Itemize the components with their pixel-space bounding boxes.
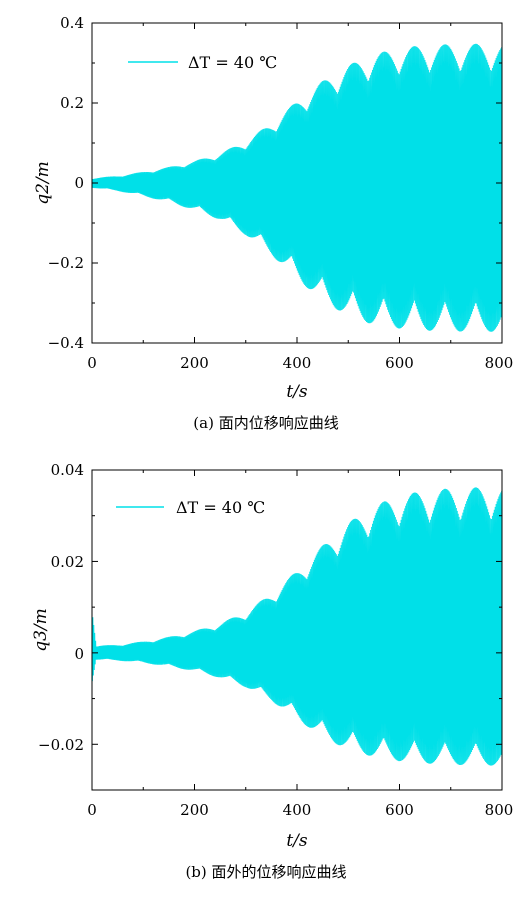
x-axis-label-b: t/s [286,831,308,851]
legend-label-a: ΔT = 40 ℃ [188,53,277,72]
signal-series-b [91,487,503,766]
x-tick-label: 400 [283,354,312,372]
x-tick-labels-b: 0 200 400 600 800 [87,801,513,819]
y-tick-label: −0.02 [38,736,84,754]
x-tick-label: 600 [385,801,414,819]
x-tick-label: 0 [87,801,97,819]
series-line [91,43,503,332]
y-tick-label: −0.4 [48,334,84,352]
y-tick-label: 0.02 [51,553,84,571]
x-tick-labels-a: 0 200 400 600 800 [87,354,513,372]
chart-panel-b: 0.04 0.02 0 −0.02 0 200 400 600 800 t/s … [31,461,513,881]
series-line [91,487,503,766]
x-tick-label: 200 [180,354,209,372]
y-tick-label: 0 [74,174,84,192]
y-tick-label: 0.2 [60,94,84,112]
legend-a: ΔT = 40 ℃ [128,53,277,72]
x-tick-label: 800 [485,801,514,819]
chart-panel-a: 0.4 0.2 0 −0.2 −0.4 0 200 400 600 800 t/… [33,14,513,432]
y-tick-label: 0 [74,645,84,663]
x-tick-label: 200 [180,801,209,819]
x-tick-label: 800 [485,354,514,372]
y-axis-label-b: q3/m [31,608,51,652]
y-tick-label: −0.2 [48,254,84,272]
y-tick-label: 0.4 [60,14,84,32]
x-axis-label-a: t/s [286,382,308,402]
legend-label-b: ΔT = 40 ℃ [176,498,265,517]
tick-marks-a [91,22,503,344]
y-tick-labels-a: 0.4 0.2 0 −0.2 −0.4 [48,14,84,352]
legend-b: ΔT = 40 ℃ [116,498,265,517]
x-tick-label: 0 [87,354,97,372]
y-axis-label-a: q2/m [33,161,53,205]
caption-b: (b) 面外的位移响应曲线 [185,863,346,881]
x-tick-label: 400 [283,801,312,819]
y-tick-label: 0.04 [51,461,84,479]
signal-series-a [91,43,503,332]
x-tick-label: 600 [385,354,414,372]
tick-marks-b [91,469,503,791]
y-tick-labels-b: 0.04 0.02 0 −0.02 [38,461,84,754]
caption-a: (a) 面内位移响应曲线 [193,414,338,432]
